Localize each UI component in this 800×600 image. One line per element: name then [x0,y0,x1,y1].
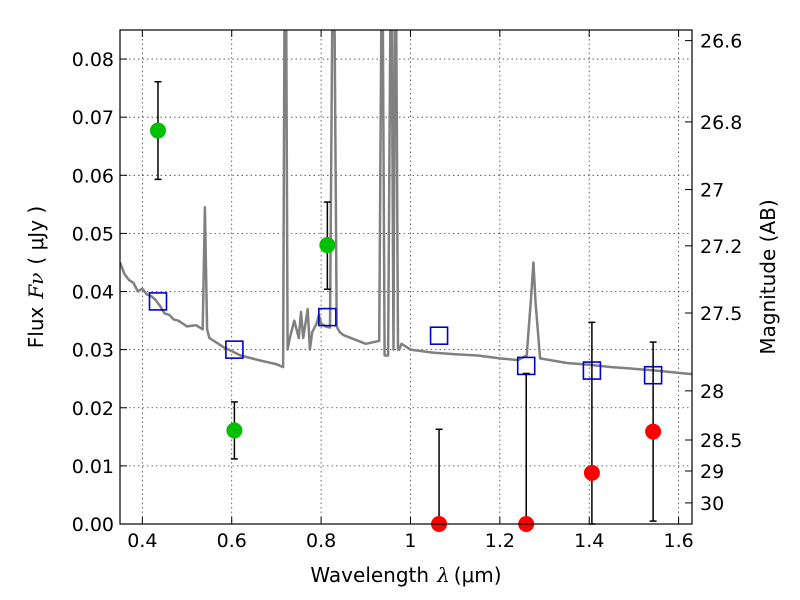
y-tick-label: 0.02 [72,398,114,420]
plot-frame [119,29,693,525]
model-spectrum-line [120,30,692,376]
y2-tick-label: 26.8 [700,112,742,134]
x-axis-label-unit: (μm) [454,563,502,587]
y-tick-label: 0.07 [72,107,114,129]
data-points [148,80,663,532]
y-tick-label: 0.00 [72,514,114,536]
x-tick-label: 0.4 [127,530,157,552]
y-axis-label: Flux Fν ( μJy ) [24,206,48,348]
tick-labels: 0.4 0.6 0.8 1 1.2 1.4 1.6 0.00 0.01 0.02 0.03 0.04 0… [72,31,743,552]
x-tick-label: 1.4 [574,530,604,552]
x-axis-label: Wavelength λ (μm) [310,563,501,587]
x-axis-label-symbol: λ [436,563,450,587]
x-axis-label-text: Wavelength [310,563,429,587]
x-tick-label: 0.8 [306,530,336,552]
y2-tick-label: 27 [700,180,724,202]
x-tick-label: 1 [404,530,416,552]
y-tick-label: 0.01 [72,456,114,478]
y-tick-label: 0.06 [72,165,114,187]
y2-tick-label: 28.5 [700,430,742,452]
tick-marks [120,30,692,525]
y2-axis-label: Magnitude (AB) [756,199,780,354]
x-tick-label: 1.2 [485,530,515,552]
y-tick-label: 0.05 [72,223,114,245]
y2-tick-label: 29 [700,461,724,483]
model-photometry-point [318,307,337,327]
y2-tick-label: 30 [700,493,724,515]
detection-point [226,422,243,439]
model-photometry-point [429,326,449,345]
detection-point [149,122,166,139]
non-detection-point [583,464,600,481]
y-tick-label: 0.04 [72,282,114,304]
model-spectrum [120,30,692,376]
y-axis-label-text: Flux [24,306,48,348]
x-tick-label: 1.6 [663,530,693,552]
y-axis-label-unit: ( μJy ) [24,206,48,265]
detection-point [319,237,336,254]
y-axis-label-symbol: Fν [24,273,48,300]
x-tick-label: 0.6 [217,530,247,552]
y2-tick-label: 27.2 [700,236,742,258]
y2-tick-label: 28 [700,381,724,403]
model-photometry-point [225,340,244,359]
non-detection-point [645,423,662,440]
y2-tick-label: 26.6 [700,31,742,53]
model-photometry-point [148,292,168,311]
y2-tick-label: 27.5 [700,303,742,325]
y-tick-label: 0.08 [72,49,114,71]
y-tick-label: 0.03 [72,340,114,362]
